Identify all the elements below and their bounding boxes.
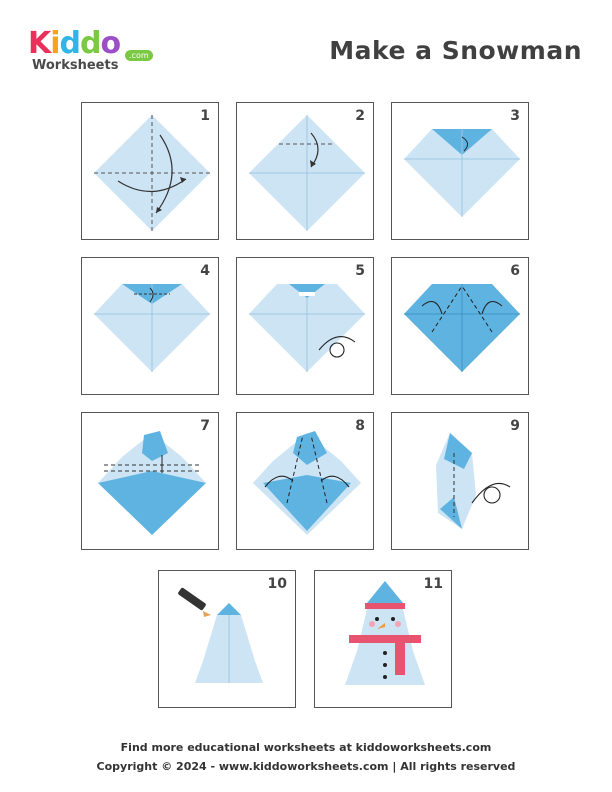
logo-letter-d2: d [80, 26, 102, 61]
step-panel-1: 1 [81, 102, 219, 240]
step-number: 11 [423, 576, 443, 592]
step-5-diagram [249, 284, 365, 372]
step-panel-2: 2 [236, 102, 374, 240]
brand-subtitle: Worksheets [32, 58, 119, 73]
footer-copyright: Copyright © 2024 - www.kiddoworksheets.c… [96, 760, 516, 773]
brand-logo[interactable]: Kiddo .com Worksheets [28, 28, 158, 78]
step-panel-3: 3 [391, 102, 529, 240]
step-8-diagram [253, 431, 361, 535]
step-panel-7: 7 [81, 412, 219, 550]
step-11-snowman [345, 581, 425, 685]
step-panel-11: 11 [314, 570, 452, 708]
footer-promo: Find more educational worksheets at kidd… [120, 741, 492, 754]
step-panel-9: 9 [391, 412, 529, 550]
logo-letter-o: o [100, 26, 122, 61]
step-number: 5 [355, 263, 365, 279]
step-7-diagram [98, 431, 206, 535]
step-panel-5: 5 [236, 257, 374, 395]
logo-letter-k: K [28, 26, 51, 61]
step-1-diagram [94, 115, 210, 231]
step-number: 9 [510, 418, 520, 434]
step-number: 3 [510, 108, 520, 124]
step-number: 7 [200, 418, 210, 434]
step-number: 2 [355, 108, 365, 124]
step-4-diagram [94, 284, 210, 372]
step-6-diagram [404, 284, 520, 372]
step-panel-8: 8 [236, 412, 374, 550]
step-number: 1 [200, 108, 210, 124]
step-number: 8 [355, 418, 365, 434]
step-panel-10: 10 [158, 570, 296, 708]
step-10-diagram [178, 587, 263, 683]
step-number: 4 [200, 263, 210, 279]
step-2-diagram [249, 115, 365, 231]
brand-domain: .com [125, 50, 153, 61]
logo-letter-d1: d [59, 26, 82, 61]
logo-letter-i: i [50, 26, 60, 61]
step-number: 10 [267, 576, 287, 592]
page-title: Make a Snowman [329, 36, 582, 65]
step-panel-6: 6 [391, 257, 529, 395]
step-panel-4: 4 [81, 257, 219, 395]
brand-wordmark: Kiddo [28, 26, 122, 61]
step-9-diagram [436, 433, 511, 529]
pencil-icon [178, 587, 211, 617]
step-number: 6 [510, 263, 520, 279]
step-3-diagram [404, 129, 520, 217]
